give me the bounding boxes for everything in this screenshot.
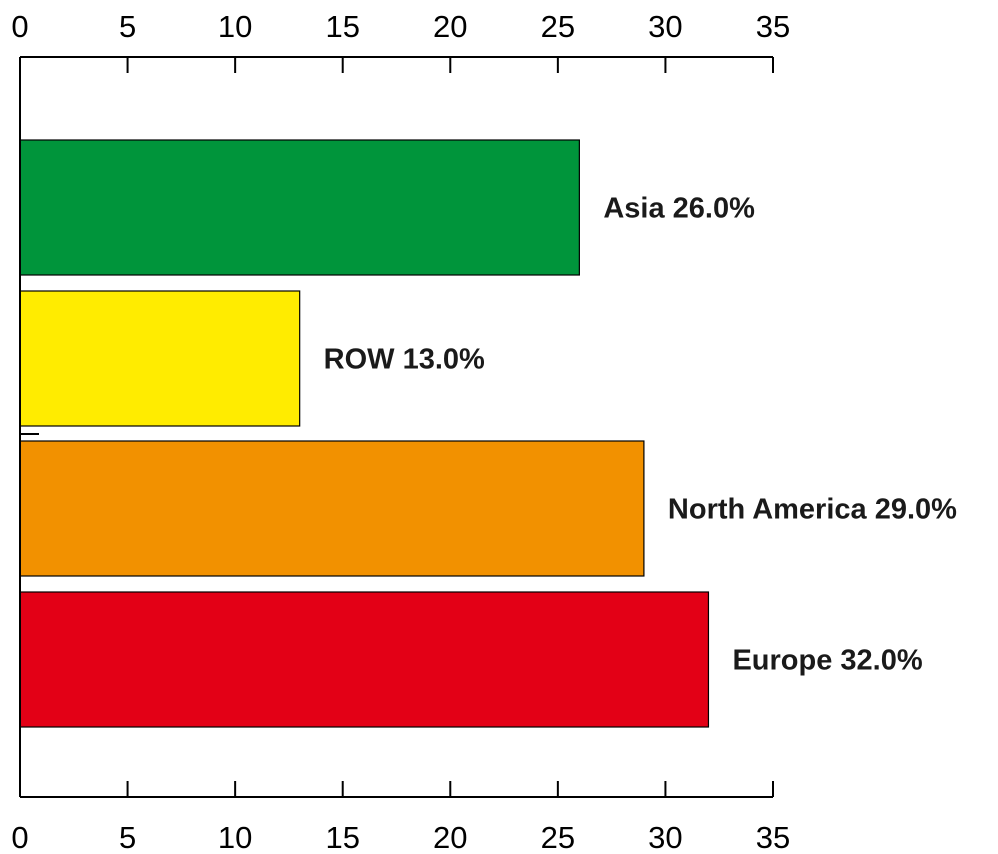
axes — [19, 56, 773, 798]
bar-row — [19, 290, 301, 427]
top-tick-label: 25 — [541, 9, 575, 44]
data-label-row: ROW 13.0% — [324, 344, 485, 376]
ticks: 0 0 5 5 10 10 15 15 20 20 25 25 30 30 35 35 — [11, 9, 790, 854]
bottom-tick-label: 10 — [218, 820, 252, 854]
bar-europe — [19, 591, 710, 728]
top-tick-label: 35 — [756, 9, 790, 44]
bottom-tick-label: 25 — [541, 820, 575, 854]
bottom-tick-label: 5 — [119, 820, 136, 854]
bottom-tick-label: 30 — [648, 820, 682, 854]
bottom-tick-label: 35 — [756, 820, 790, 854]
bottom-tick-label: 20 — [433, 820, 467, 854]
bar-north-america — [19, 440, 645, 577]
bottom-tick-label: 15 — [325, 820, 359, 854]
bottom-tick-label: 0 — [11, 820, 28, 854]
top-tick-label: 0 — [11, 9, 28, 44]
data-label-north-america: North America 29.0% — [668, 494, 957, 526]
data-labels: Asia 26.0% ROW 13.0% North America 29.0% Eu… — [324, 193, 957, 677]
top-tick-label: 20 — [433, 9, 467, 44]
top-tick-label: 15 — [325, 9, 359, 44]
bar-asia — [19, 139, 580, 276]
top-tick-label: 30 — [648, 9, 682, 44]
top-tick-label: 5 — [119, 9, 136, 44]
bars — [19, 139, 710, 728]
data-label-asia: Asia 26.0% — [603, 193, 755, 225]
data-label-europe: Europe 32.0% — [732, 645, 922, 677]
top-tick-label: 10 — [218, 9, 252, 44]
